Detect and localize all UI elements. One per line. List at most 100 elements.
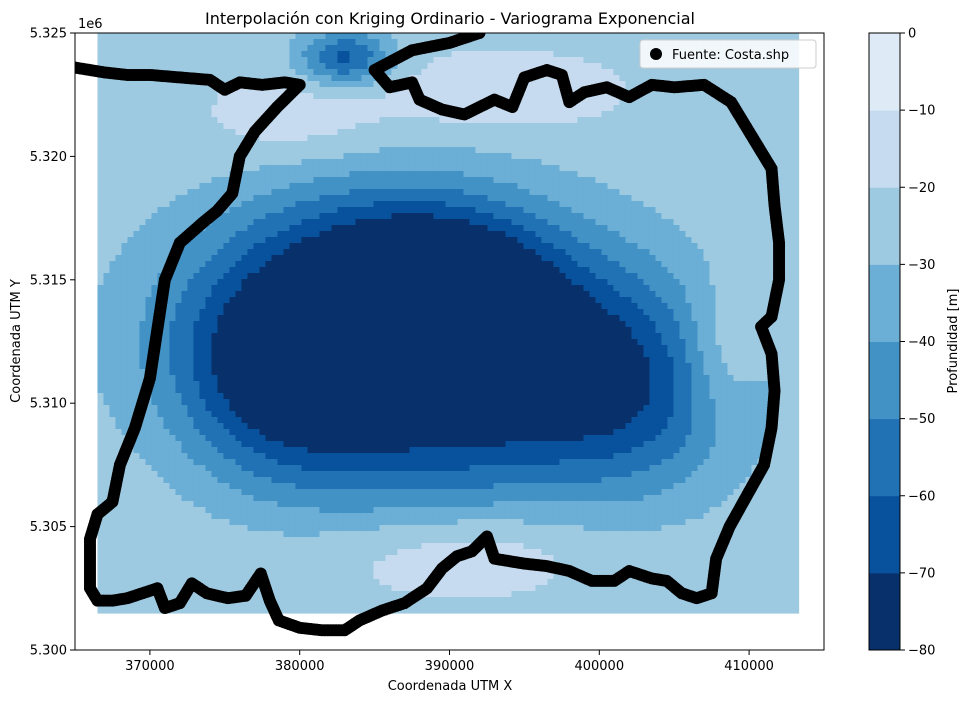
depth-cell xyxy=(211,219,219,226)
depth-cell xyxy=(157,237,165,244)
depth-cell xyxy=(199,33,207,40)
depth-cell xyxy=(517,45,525,52)
depth-cell xyxy=(679,93,687,100)
depth-cell xyxy=(769,141,777,148)
depth-cell xyxy=(421,165,429,172)
depth-cell xyxy=(151,237,159,244)
depth-cell xyxy=(277,141,285,148)
depth-cell xyxy=(595,39,603,46)
depth-cell xyxy=(457,237,465,244)
depth-cell xyxy=(373,207,381,214)
depth-cell xyxy=(109,153,117,160)
depth-cell xyxy=(637,135,645,142)
depth-cell xyxy=(571,69,579,76)
depth-cell xyxy=(637,207,645,214)
depth-cell xyxy=(133,177,141,184)
depth-cell xyxy=(379,231,387,238)
depth-cell xyxy=(439,63,447,70)
depth-cell xyxy=(739,165,747,172)
depth-cell xyxy=(241,273,249,280)
depth-cell xyxy=(505,207,513,214)
depth-cell xyxy=(727,159,735,166)
depth-cell xyxy=(355,189,363,196)
depth-cell xyxy=(709,99,717,106)
depth-cell xyxy=(349,51,357,58)
depth-cell xyxy=(199,189,207,196)
depth-cell xyxy=(361,39,369,46)
depth-cell xyxy=(607,207,615,214)
depth-cell xyxy=(379,243,387,250)
depth-cell xyxy=(373,201,381,208)
depth-cell xyxy=(565,153,573,160)
depth-cell xyxy=(289,189,297,196)
depth-cell xyxy=(769,99,777,106)
depth-cell xyxy=(559,123,567,130)
depth-cell xyxy=(331,105,339,112)
depth-cell xyxy=(643,93,651,100)
depth-cell xyxy=(661,171,669,178)
depth-cell xyxy=(697,75,705,82)
depth-cell xyxy=(331,171,339,178)
depth-cell xyxy=(121,117,129,124)
depth-cell xyxy=(691,135,699,142)
depth-cell xyxy=(181,189,189,196)
depth-cell xyxy=(139,243,147,250)
depth-cell xyxy=(337,75,345,82)
depth-cell xyxy=(541,177,549,184)
depth-cell xyxy=(337,171,345,178)
depth-cell xyxy=(505,33,513,40)
depth-cell xyxy=(427,237,435,244)
depth-cell xyxy=(289,231,297,238)
depth-cell xyxy=(247,231,255,238)
depth-cell xyxy=(511,147,519,154)
depth-cell xyxy=(301,165,309,172)
depth-cell xyxy=(715,183,723,190)
depth-cell xyxy=(391,207,399,214)
depth-cell xyxy=(313,63,321,70)
depth-cell xyxy=(655,93,663,100)
depth-cell xyxy=(379,171,387,178)
depth-cell xyxy=(625,117,633,124)
depth-cell xyxy=(667,33,675,40)
depth-cell xyxy=(595,249,603,256)
depth-cell xyxy=(595,255,603,262)
depth-cell xyxy=(769,87,777,94)
depth-cell xyxy=(409,231,417,238)
depth-cell xyxy=(661,141,669,148)
depth-cell xyxy=(193,57,201,64)
depth-cell xyxy=(787,195,795,202)
depth-cell xyxy=(235,213,243,220)
depth-cell xyxy=(613,267,621,274)
depth-cell xyxy=(631,147,639,154)
depth-cell xyxy=(145,63,153,70)
depth-cell xyxy=(463,129,471,136)
depth-cell xyxy=(445,201,453,208)
depth-cell xyxy=(475,255,483,262)
depth-cell xyxy=(523,189,531,196)
depth-cell xyxy=(199,249,207,256)
depth-cell xyxy=(661,225,669,232)
depth-cell xyxy=(247,183,255,190)
depth-cell xyxy=(649,219,657,226)
depth-cell xyxy=(739,201,747,208)
depth-cell xyxy=(427,243,435,250)
depth-cell xyxy=(619,99,627,106)
depth-cell xyxy=(475,279,483,286)
depth-cell xyxy=(379,93,387,100)
depth-cell xyxy=(139,219,147,226)
depth-cell xyxy=(403,225,411,232)
depth-cell xyxy=(769,147,777,154)
depth-cell xyxy=(241,87,249,94)
depth-cell xyxy=(307,33,315,40)
depth-cell xyxy=(547,171,555,178)
depth-cell xyxy=(493,279,501,286)
depth-cell xyxy=(271,267,279,274)
depth-cell xyxy=(505,177,513,184)
depth-cell xyxy=(241,63,249,70)
depth-cell xyxy=(169,171,177,178)
depth-cell xyxy=(367,111,375,118)
depth-cell xyxy=(235,243,243,250)
depth-cell xyxy=(547,219,555,226)
depth-cell xyxy=(307,129,315,136)
depth-cell xyxy=(409,201,417,208)
